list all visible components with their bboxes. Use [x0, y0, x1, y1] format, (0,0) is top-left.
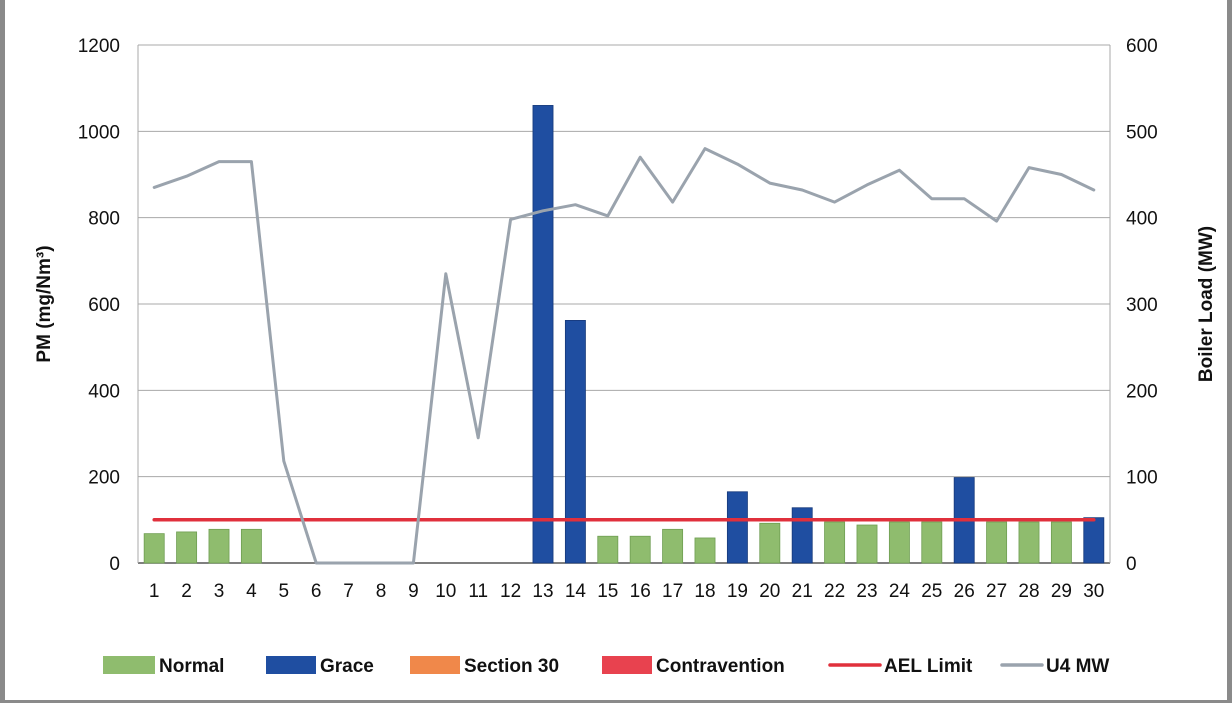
x-tick-label: 13 — [532, 581, 553, 602]
legend-swatch-grace — [266, 656, 316, 674]
y-tick-label: 1200 — [78, 36, 120, 57]
x-tick-label: 12 — [500, 581, 521, 602]
bar-normal — [629, 535, 651, 564]
x-tick-label: 8 — [376, 581, 387, 602]
legend-label-section-30: Section 30 — [464, 656, 559, 677]
bar-normal — [824, 521, 846, 564]
bar-normal — [856, 524, 878, 564]
x-tick-label: 1 — [149, 581, 160, 602]
legend-label-ael-limit: AEL Limit — [884, 656, 973, 677]
x-tick-label: 29 — [1051, 581, 1072, 602]
y2-tick-label: 500 — [1126, 122, 1158, 143]
bar-grace — [532, 105, 554, 564]
legend-label-grace: Grace — [320, 656, 374, 677]
x-tick-label: 21 — [792, 581, 813, 602]
legend-swatch-section-30 — [410, 656, 460, 674]
x-tick-label: 23 — [856, 581, 877, 602]
y2-tick-label: 300 — [1126, 295, 1158, 316]
line-u4-mw — [152, 147, 1096, 565]
bar-normal — [759, 522, 781, 564]
x-tick-label: 9 — [408, 581, 419, 602]
bar-normal — [208, 528, 230, 564]
bar-normal — [986, 521, 1008, 564]
x-tick-label: 3 — [214, 581, 225, 602]
x-tick-label: 14 — [565, 581, 587, 602]
y-tick-label: 600 — [88, 295, 120, 316]
x-tick-label: 24 — [889, 581, 911, 602]
x-tick-label: 30 — [1083, 581, 1104, 602]
x-tick-label: 19 — [727, 581, 748, 602]
bar-normal — [597, 535, 619, 564]
y-axis-title: PM (mg/Nm³) — [34, 245, 55, 362]
bar-grace — [564, 320, 586, 564]
bar-normal — [1050, 521, 1072, 564]
x-tick-label: 26 — [954, 581, 975, 602]
bar-grace — [791, 507, 813, 564]
gridlines — [137, 44, 1111, 564]
legend-label-normal: Normal — [159, 656, 224, 677]
x-tick-label: 10 — [435, 581, 456, 602]
y-tick-label: 0 — [109, 554, 120, 575]
axes: 0 200 400 600 800 1000 1200 0 100 200 300 400 500 600… — [34, 36, 1217, 602]
y2-tick-label: 600 — [1126, 36, 1158, 57]
legend-label-contravention: Contravention — [656, 656, 785, 677]
y2-tick-label: 0 — [1126, 554, 1137, 575]
x-tick-label: 11 — [468, 581, 488, 602]
bar-normal — [921, 521, 943, 564]
legend-label-u4-mw: U4 MW — [1046, 656, 1109, 677]
x-tick-label: 17 — [662, 581, 683, 602]
lines — [152, 147, 1096, 565]
y-tick-label: 800 — [88, 209, 120, 230]
x-tick-label: 18 — [694, 581, 715, 602]
bars — [143, 105, 1105, 564]
bar-grace — [1083, 517, 1105, 564]
x-tick-label: 15 — [597, 581, 618, 602]
y2-tick-label: 200 — [1126, 381, 1158, 402]
x-tick-label: 5 — [279, 581, 290, 602]
x-tick-label: 7 — [343, 581, 354, 602]
legend-swatch-normal — [103, 656, 155, 674]
y-tick-label: 200 — [88, 468, 120, 489]
x-tick-label: 6 — [311, 581, 322, 602]
y2-axis-title: Boiler Load (MW) — [1196, 226, 1217, 382]
x-tick-label: 28 — [1018, 581, 1039, 602]
bar-normal — [662, 528, 684, 564]
bar-normal — [240, 528, 262, 564]
bar-normal — [888, 521, 910, 564]
x-tick-label: 4 — [246, 581, 257, 602]
x-tick-label: 27 — [986, 581, 1007, 602]
bar-normal — [1018, 521, 1040, 564]
x-tick-label: 2 — [181, 581, 192, 602]
bar-normal — [176, 531, 198, 564]
x-tick-label: 20 — [759, 581, 780, 602]
bar-grace — [726, 491, 748, 564]
bar-normal — [694, 537, 716, 564]
y2-tick-label: 400 — [1126, 209, 1158, 230]
x-tick-label: 25 — [921, 581, 942, 602]
legend: Normal Grace Section 30 Contravention AEL Li… — [103, 656, 1109, 677]
y-tick-label: 400 — [88, 381, 120, 402]
y2-tick-label: 100 — [1126, 468, 1158, 489]
x-tick-label: 22 — [824, 581, 845, 602]
x-tick-label: 16 — [630, 581, 651, 602]
y-tick-label: 1000 — [78, 122, 120, 143]
bar-normal — [143, 533, 165, 564]
legend-swatch-contravention — [602, 656, 652, 674]
